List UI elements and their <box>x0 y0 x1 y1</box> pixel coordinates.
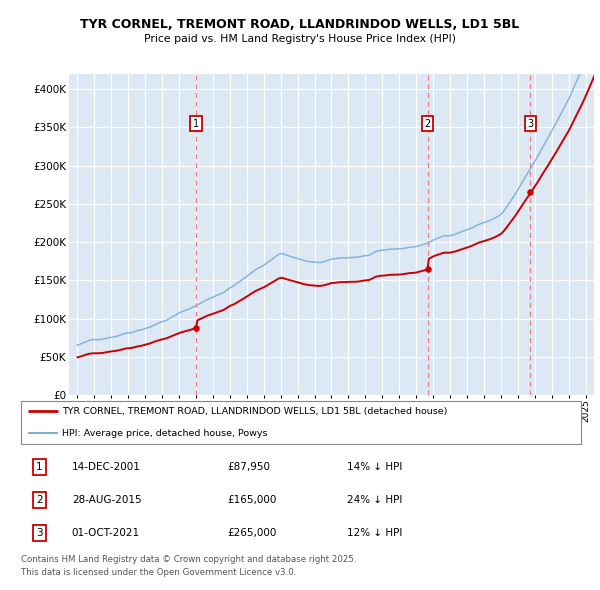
Text: TYR CORNEL, TREMONT ROAD, LLANDRINDOD WELLS, LD1 5BL (detached house): TYR CORNEL, TREMONT ROAD, LLANDRINDOD WE… <box>62 407 448 416</box>
Text: £265,000: £265,000 <box>228 528 277 538</box>
Point <box>423 264 433 274</box>
Text: 14% ↓ HPI: 14% ↓ HPI <box>347 461 402 471</box>
Text: 3: 3 <box>36 528 43 538</box>
Text: TYR CORNEL, TREMONT ROAD, LLANDRINDOD WELLS, LD1 5BL: TYR CORNEL, TREMONT ROAD, LLANDRINDOD WE… <box>80 18 520 31</box>
Text: 14-DEC-2001: 14-DEC-2001 <box>72 461 141 471</box>
Text: 01-OCT-2021: 01-OCT-2021 <box>72 528 140 538</box>
Text: 2: 2 <box>424 119 431 129</box>
Point <box>526 188 535 197</box>
Text: 1: 1 <box>193 119 199 129</box>
Text: Contains HM Land Registry data © Crown copyright and database right 2025.
This d: Contains HM Land Registry data © Crown c… <box>21 555 356 577</box>
Text: 1: 1 <box>36 461 43 471</box>
Text: 2: 2 <box>36 495 43 504</box>
Text: £165,000: £165,000 <box>228 495 277 504</box>
Text: £87,950: £87,950 <box>228 461 271 471</box>
Text: 28-AUG-2015: 28-AUG-2015 <box>72 495 142 504</box>
Text: 24% ↓ HPI: 24% ↓ HPI <box>347 495 402 504</box>
Text: 3: 3 <box>527 119 533 129</box>
Text: 12% ↓ HPI: 12% ↓ HPI <box>347 528 402 538</box>
Text: HPI: Average price, detached house, Powys: HPI: Average price, detached house, Powy… <box>62 429 268 438</box>
Text: Price paid vs. HM Land Registry's House Price Index (HPI): Price paid vs. HM Land Registry's House … <box>144 34 456 44</box>
Point <box>191 323 201 333</box>
FancyBboxPatch shape <box>21 401 581 444</box>
